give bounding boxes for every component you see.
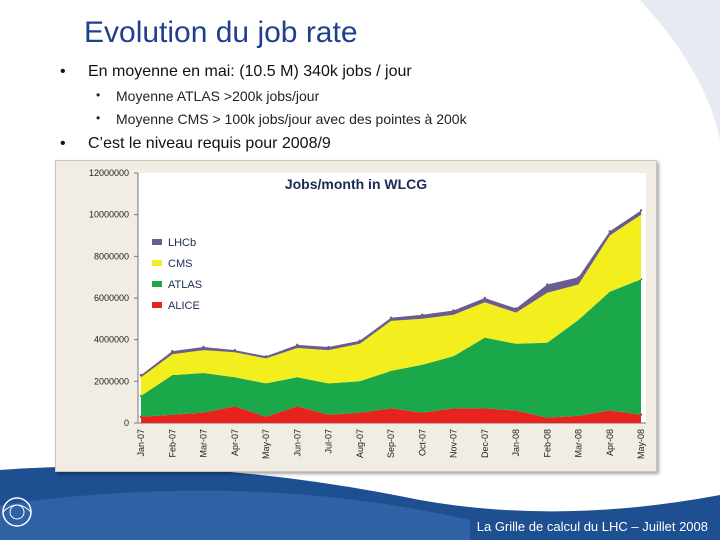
x-tick-label: Dec-07 <box>480 429 490 458</box>
footer-text: La Grille de calcul du LHC – Juillet 200… <box>476 519 708 534</box>
bullet-2-text: C’est le niveau requis pour 2008/9 <box>88 135 331 152</box>
data-point-lhcb <box>389 316 393 319</box>
data-point-lhcb <box>327 345 330 349</box>
series-area-cms <box>141 214 641 396</box>
y-tick-label: 10000000 <box>89 210 129 220</box>
cern-logo-icon <box>2 497 32 527</box>
x-tick-label: Mar-08 <box>574 429 584 458</box>
data-point-lhcb <box>546 283 549 286</box>
y-tick-label: 8000000 <box>94 251 129 261</box>
chart-frame: 0 2000000 4000000 6000000 8000000 10000000 120… <box>55 160 657 472</box>
x-tick-label: Apr-07 <box>230 429 240 456</box>
data-point-lhcb <box>514 307 518 310</box>
x-tick-label: May-08 <box>636 429 646 459</box>
sub-bullet-dot: • <box>96 111 101 125</box>
x-tick-label: Nov-07 <box>449 429 459 458</box>
legend-label-cms: CMS <box>168 258 192 270</box>
data-point-lhcb <box>483 296 486 300</box>
bullet-dot: • <box>60 63 66 80</box>
corner-swoosh <box>640 0 720 140</box>
x-tick-label: Jul-07 <box>324 429 334 454</box>
series-area-lhcb <box>141 210 641 378</box>
sub-bullet-2-text: Moyenne CMS > 100k jobs/jour avec des po… <box>116 111 467 127</box>
x-tick-label: Jan-08 <box>511 429 521 457</box>
data-point-lhcb <box>452 309 455 312</box>
y-tick-label: 0 <box>124 418 129 428</box>
y-tick-label: 2000000 <box>94 376 129 386</box>
data-point-lhcb <box>639 209 643 212</box>
sub-bullet-1-text: Moyenne ATLAS >200k jobs/jour <box>116 88 320 104</box>
series-area-alice <box>141 406 641 423</box>
data-point-lhcb <box>233 348 236 352</box>
data-point-lhcb <box>202 345 205 349</box>
data-point-lhcb <box>264 355 268 358</box>
legend-swatch-atlas <box>152 281 162 287</box>
x-tick-label: Apr-08 <box>605 429 615 456</box>
data-point-lhcb <box>577 275 580 279</box>
sub-bullet-1: • Moyenne ATLAS >200k jobs/jour <box>96 88 320 104</box>
x-tick-label: Oct-07 <box>417 429 427 456</box>
legend-swatch-cms <box>152 260 162 266</box>
y-tick-label: 4000000 <box>94 335 129 345</box>
data-point-lhcb <box>171 349 174 353</box>
x-tick-label: Sep-07 <box>386 429 396 458</box>
data-point-lhcb <box>296 343 299 347</box>
bullet-1: • En moyenne en mai: (10.5 M) 340k jobs … <box>60 63 412 81</box>
legend-label-atlas: ATLAS <box>168 279 202 291</box>
legend-swatch-lhcb <box>152 239 162 245</box>
legend-label-lhcb: LHCb <box>168 237 196 249</box>
data-point-lhcb <box>608 230 611 233</box>
data-point-lhcb <box>139 373 143 377</box>
legend-swatch-alice <box>152 302 162 308</box>
y-tick-label: 12000000 <box>89 168 129 178</box>
footer-wave-light <box>0 490 470 540</box>
jobs-per-month-chart: 0 2000000 4000000 6000000 8000000 10000000 120… <box>89 168 646 459</box>
x-tick-label: Aug-07 <box>355 429 365 458</box>
sub-bullet-2: • Moyenne CMS > 100k jobs/jour avec des … <box>96 111 467 127</box>
chart-title: Jobs/month in WLCG <box>285 176 427 192</box>
bullet-dot: • <box>60 135 66 152</box>
sub-bullet-dot: • <box>96 88 101 102</box>
x-tick-label: Jan-07 <box>136 429 146 457</box>
x-tick-label: Feb-08 <box>542 429 552 458</box>
legend-label-alice: ALICE <box>168 300 200 312</box>
x-tick-label: Jun-07 <box>292 429 302 457</box>
data-point-lhcb <box>421 313 424 316</box>
y-tick-label: 6000000 <box>94 293 129 303</box>
x-tick-label: Feb-07 <box>167 429 177 458</box>
x-tick-label: Mar-07 <box>199 429 209 458</box>
bullet-1-text: En moyenne en mai: (10.5 M) 340k jobs / … <box>88 63 412 80</box>
bullet-2: • C’est le niveau requis pour 2008/9 <box>60 135 331 153</box>
data-point-lhcb <box>358 339 361 342</box>
x-tick-label: May-07 <box>261 429 271 459</box>
slide-title: Evolution du job rate <box>84 16 358 49</box>
series-area-atlas <box>141 279 641 418</box>
